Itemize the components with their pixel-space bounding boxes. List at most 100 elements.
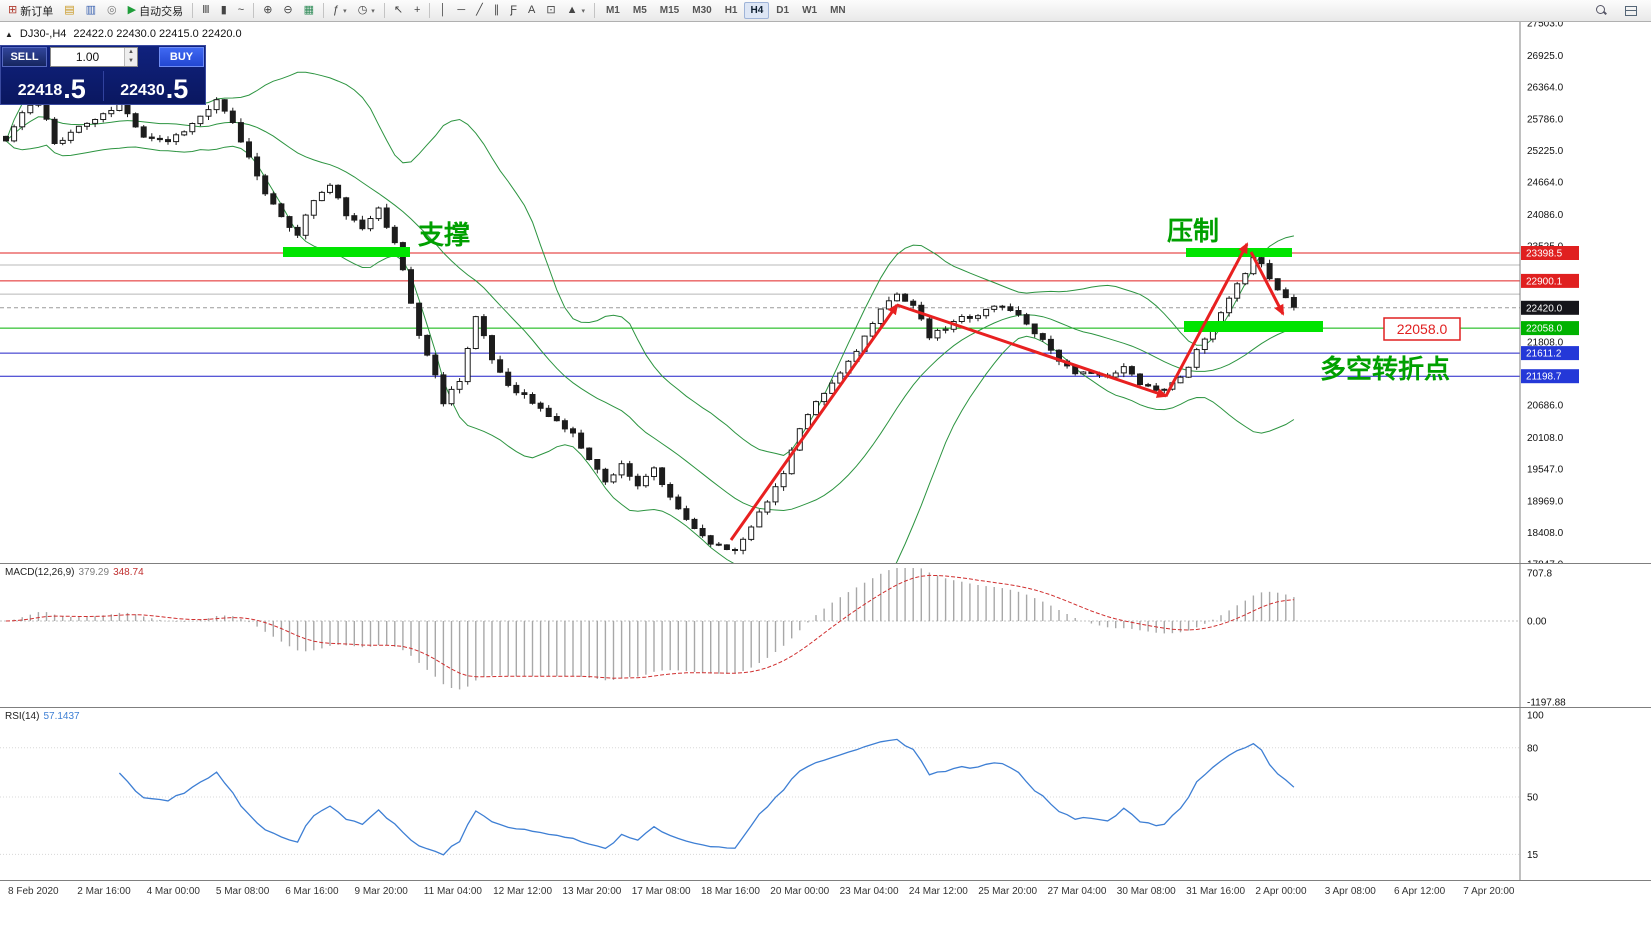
buy-button[interactable]: BUY xyxy=(159,47,204,67)
candles xyxy=(3,94,1297,555)
market-watch-button[interactable]: ▤ xyxy=(59,2,79,20)
time-axis-label: 20 Mar 00:00 xyxy=(770,886,830,897)
period-button[interactable]: ◷ ▾ xyxy=(353,2,380,20)
data-window-button[interactable]: ▥ xyxy=(81,2,101,20)
svg-text:21808.0: 21808.0 xyxy=(1527,338,1564,349)
svg-text:21611.2: 21611.2 xyxy=(1526,349,1562,360)
text-button[interactable]: A xyxy=(523,2,540,20)
time-axis-label: 6 Mar 16:00 xyxy=(285,886,339,897)
timeframe-h4-button[interactable]: H4 xyxy=(744,2,770,19)
macd-panel: 707.8 0.00 -1197.88 MACD(12,26,9) 379.29 348… xyxy=(0,563,1651,707)
time-axis-label: 6 Apr 12:00 xyxy=(1394,886,1446,897)
search-button[interactable] xyxy=(1591,2,1612,20)
timeframe-mn-button[interactable]: MN xyxy=(830,5,846,16)
volume-input[interactable] xyxy=(51,48,124,66)
collapse-arrow-icon[interactable]: ▲ xyxy=(5,29,13,39)
timeframe-m5-button[interactable]: M5 xyxy=(632,5,647,16)
clock-icon: ◷ xyxy=(357,4,368,16)
macd-label: MACD(12,26,9) 379.29 348.74 xyxy=(5,567,148,578)
trendline-icon: ╱ xyxy=(476,4,483,16)
auto-trading-button[interactable]: ▶ 自动交易 xyxy=(123,2,188,20)
timeframe-h1-button[interactable]: H1 xyxy=(724,5,738,16)
buy-price[interactable]: 22430 .5 xyxy=(104,68,206,104)
volume-stepper: ▲ ▼ xyxy=(124,48,137,66)
svg-text:24664.0: 24664.0 xyxy=(1527,178,1564,189)
symbol-timeframe-label: DJ30-,H4 xyxy=(19,28,67,40)
time-axis-label: 2 Mar 16:00 xyxy=(77,886,131,897)
cursor-icon: ↖ xyxy=(393,4,404,16)
fibonacci-icon: Ƒ xyxy=(510,4,517,16)
fibonacci-button[interactable]: Ƒ xyxy=(505,2,522,20)
macd-name: MACD(12,26,9) xyxy=(5,567,75,578)
timeframe-m30-button[interactable]: M30 xyxy=(692,5,712,16)
timeframe-m15-button[interactable]: M15 xyxy=(659,5,680,16)
time-axis-label: 4 Mar 00:00 xyxy=(146,886,200,897)
price-divider xyxy=(102,71,104,101)
panels-button[interactable] xyxy=(1620,2,1642,20)
price-tag xyxy=(1521,300,1579,315)
rsi-name: RSI(14) xyxy=(5,711,40,722)
line-chart-button[interactable]: ~ xyxy=(233,2,249,20)
highlight-bars xyxy=(283,247,1323,332)
zoom-out-button[interactable]: ⊖ xyxy=(278,2,297,20)
cursor-button[interactable]: ↖ xyxy=(389,2,408,20)
volume-up-button[interactable]: ▲ xyxy=(125,48,137,57)
auto-trading-button-label: 自动交易 xyxy=(139,5,184,18)
alerts-icon: ◎ xyxy=(107,4,117,16)
indicators-button[interactable]: ƒ ▾ xyxy=(328,2,352,20)
line-chart-icon: ~ xyxy=(237,4,245,16)
sell-price-frac: .5 xyxy=(63,73,86,104)
tile-windows-button[interactable]: ▦ xyxy=(299,2,319,20)
rsi-chart[interactable]: 100 80 50 15 xyxy=(0,708,1651,880)
rsi-axis[interactable]: 100 80 50 15 xyxy=(1519,708,1651,880)
timeframe-d1-button[interactable]: D1 xyxy=(776,5,790,16)
caret-down-icon: ▾ xyxy=(581,7,585,15)
zoom-out-icon: ⊖ xyxy=(283,4,293,16)
svg-text:25225.0: 25225.0 xyxy=(1527,146,1564,157)
label-button[interactable]: ⊡ xyxy=(541,2,560,20)
sell-button[interactable]: SELL xyxy=(2,47,47,67)
price-axis[interactable]: 27503.0 26925.0 26364.0 25786.0 25225.0 24664… xyxy=(1519,22,1651,563)
time-axis-label: 7 Apr 20:00 xyxy=(1463,886,1515,897)
time-axis-label: 13 Mar 20:00 xyxy=(562,886,622,897)
volume-down-button[interactable]: ▼ xyxy=(125,57,137,66)
time-axis-label: 5 Mar 08:00 xyxy=(215,886,270,897)
new-order-icon: ⊞ xyxy=(8,4,18,16)
macd-chart[interactable]: 707.8 0.00 -1197.88 xyxy=(0,564,1651,707)
time-axis[interactable]: 8 Feb 2020 2 Mar 16:00 4 Mar 00:00 5 Mar 08… xyxy=(0,880,1651,902)
toolbar-separator xyxy=(429,3,431,18)
new-order-button[interactable]: ⊞ 新订单 xyxy=(3,2,58,20)
zoom-in-icon: ⊕ xyxy=(263,4,273,16)
trendline-button[interactable]: ╱ xyxy=(471,2,488,20)
caret-down-icon: ▾ xyxy=(343,7,347,15)
shapes-button[interactable]: ▲ ▾ xyxy=(562,2,590,20)
svg-text:27503.0: 27503.0 xyxy=(1527,22,1564,30)
timeframe-m1-button[interactable]: M1 xyxy=(605,5,620,16)
symbol-info: ▲ DJ30-,H4 22422.0 22430.0 22415.0 22420… xyxy=(5,28,242,40)
zoom-in-button[interactable]: ⊕ xyxy=(258,2,277,20)
data-window-icon: ▥ xyxy=(85,4,97,16)
timeframe-w1-button[interactable]: W1 xyxy=(802,5,818,16)
bar-chart-button[interactable]: Ⅲ xyxy=(197,2,215,20)
crosshair-button[interactable]: + xyxy=(409,2,425,20)
svg-text:17847.0: 17847.0 xyxy=(1527,560,1564,563)
channel-icon: ∥ xyxy=(493,4,500,16)
horizontal-line-button[interactable]: ─ xyxy=(452,2,470,20)
channel-button[interactable]: ∥ xyxy=(489,2,505,20)
chart-window: 支撑 压制 多空转折点 22058.0 27503.0 26925.0 26364.0 257… xyxy=(0,22,1651,945)
text-icon: A xyxy=(528,4,536,16)
time-axis-label: 23 Mar 04:00 xyxy=(839,886,899,897)
vertical-line-icon: │ xyxy=(439,4,447,16)
alerts-button[interactable]: ◎ xyxy=(102,2,122,20)
rsi-label: RSI(14) 57.1437 xyxy=(5,711,84,722)
horizontal-line-icon: ─ xyxy=(457,4,466,16)
macd-axis[interactable]: 707.8 0.00 -1197.88 xyxy=(1519,564,1651,707)
sell-price[interactable]: 22418 .5 xyxy=(1,68,103,104)
turning-point-label: 多空转折点 xyxy=(1320,354,1450,384)
bottom-spacer xyxy=(0,902,1651,945)
vertical-line-button[interactable]: │ xyxy=(434,2,451,20)
svg-text:21198.7: 21198.7 xyxy=(1526,372,1562,383)
toolbar: ⊞ 新订单 ▤ ▥ ◎ ▶ 自动交易 Ⅲ ▮ ~ ⊕ ⊖ ▦ ƒ ▾ ◷ ▾ ↖ + │ ─ ╱ ∥ Ƒ A ⊡ ▲ ▾ M1 M5 M1… xyxy=(0,0,1651,22)
candlestick-chart-button[interactable]: ▮ xyxy=(216,2,232,20)
